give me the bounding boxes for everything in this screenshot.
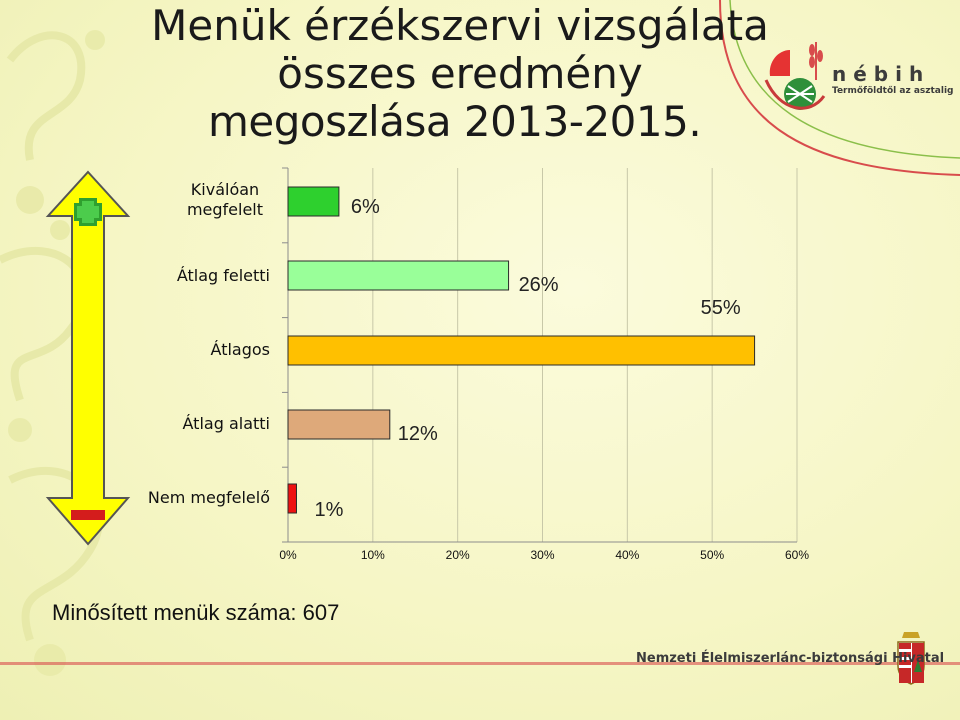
bar: [287, 483, 297, 514]
rated-menus-count: Minősített menük száma: 607: [52, 600, 340, 625]
category-label-atlagos: Átlagos: [210, 340, 270, 359]
nebih-logo-icon: [764, 42, 826, 110]
category-label-atlag-alatti: Átlag alatti: [182, 414, 270, 433]
logo-name: nébih: [832, 62, 931, 86]
title-line-2: összes eredmény: [277, 49, 643, 98]
data-label: 55%: [701, 297, 741, 319]
coat-of-arms-icon: [897, 632, 925, 685]
bar: [287, 186, 340, 217]
slide-title: Menük érzékszervi vizsgálata összes ered…: [130, 2, 790, 146]
data-label: 6%: [351, 196, 380, 218]
plus-icon: [74, 198, 102, 226]
x-tick-label: 0%: [279, 548, 297, 562]
title-line-3: megoszlása 2013-2015.: [208, 97, 702, 146]
bar: [287, 335, 756, 366]
x-tick-label: 50%: [700, 548, 724, 562]
data-label: 1%: [314, 499, 343, 521]
title-line-1: Menük érzékszervi vizsgálata: [151, 1, 769, 50]
quality-scale-arrow: [45, 170, 131, 546]
agency-name: Nemzeti Élelmiszerlánc-biztonsági Hivata…: [636, 651, 945, 666]
x-tick-label: 20%: [446, 548, 470, 562]
x-tick-label: 60%: [785, 548, 809, 562]
x-tick-label: 30%: [530, 548, 554, 562]
bar: [287, 409, 391, 440]
category-label-nem-megfelelo: Nem megfelelő: [147, 488, 270, 507]
x-tick-label: 40%: [615, 548, 639, 562]
bar: [287, 260, 510, 291]
data-label: 26%: [519, 274, 559, 296]
category-label-kivaloan: Kiválóan megfelelt: [186, 180, 264, 219]
minus-icon: [71, 510, 105, 520]
logo-tagline: Termőföldtől az asztalig: [832, 86, 954, 96]
category-label-atlag-feletti: Átlag feletti: [176, 266, 270, 285]
data-label: 12%: [398, 423, 438, 445]
x-tick-label: 10%: [361, 548, 385, 562]
